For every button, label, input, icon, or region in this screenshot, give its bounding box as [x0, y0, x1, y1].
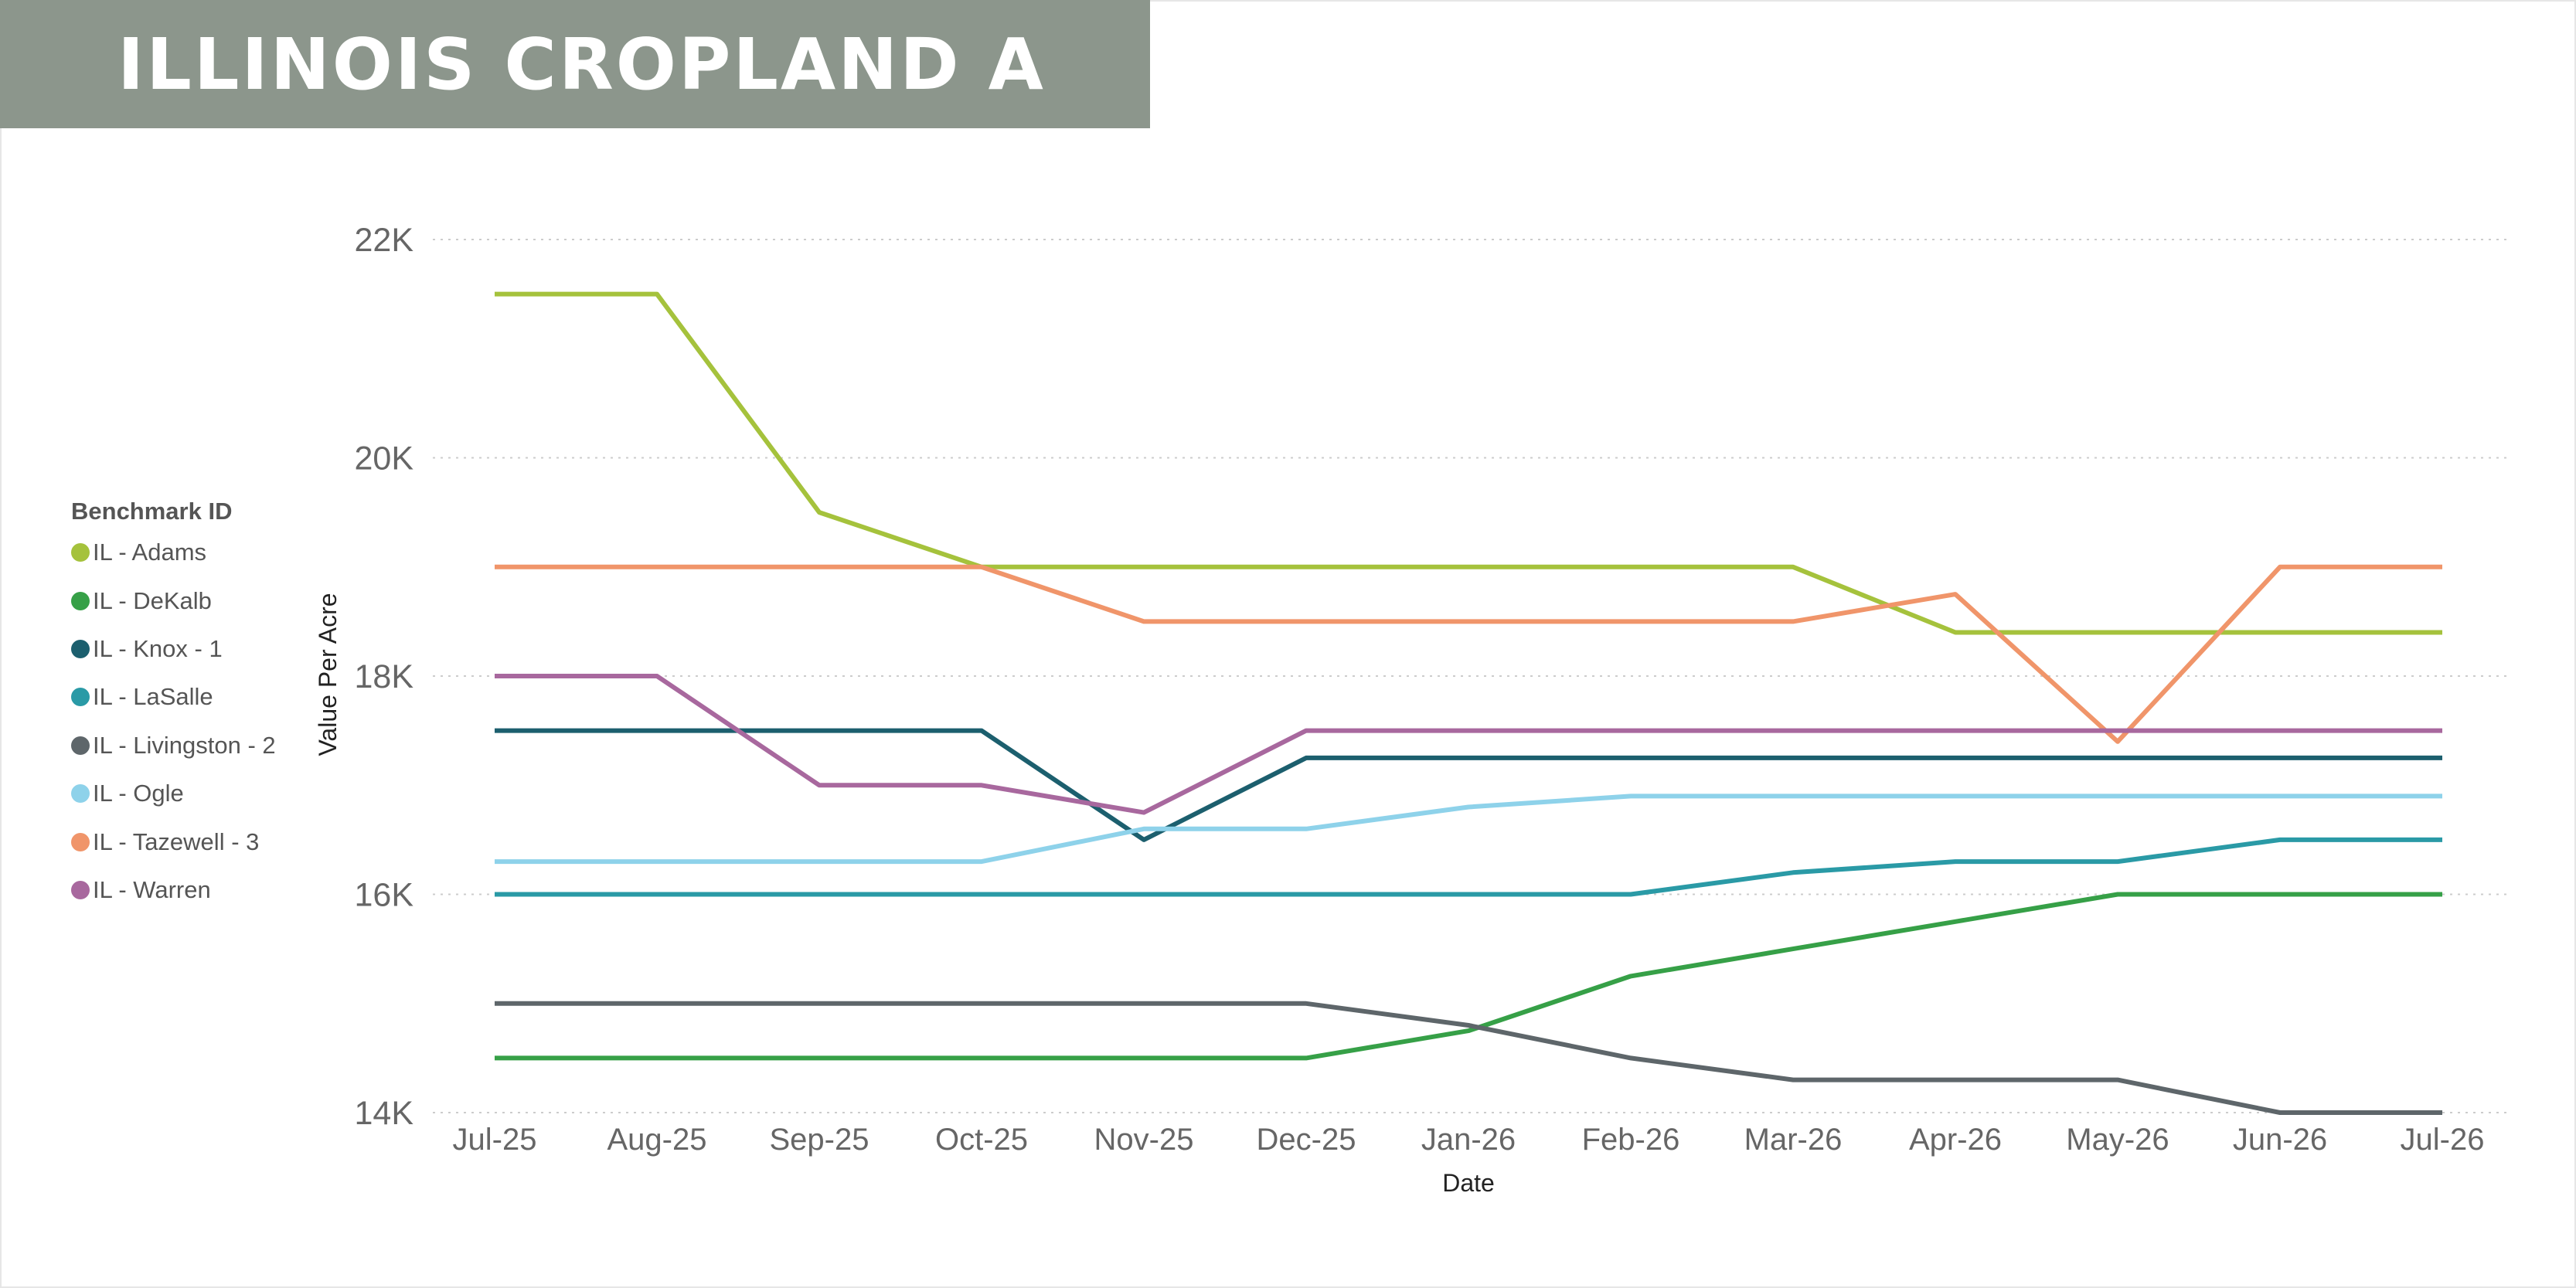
- legend-marker-icon: [71, 880, 90, 899]
- x-tick-label: Dec-25: [1257, 1123, 1356, 1157]
- x-tick-label: Oct-25: [935, 1123, 1028, 1157]
- x-axis-ticks: Jul-25 Aug-25 Sep-25 Oct-25 Nov-25 Dec-25 Jan-…: [453, 1123, 2485, 1157]
- chart-legend: Benchmark ID IL - Adams IL - DeKalb IL - K…: [71, 494, 276, 914]
- x-tick-label: Mar-26: [1744, 1123, 1843, 1157]
- series-line: [495, 674, 2442, 815]
- y-tick-label: 22K: [354, 222, 413, 259]
- x-tick-label: Feb-26: [1582, 1123, 1680, 1157]
- x-tick-label: May-26: [2066, 1123, 2169, 1157]
- legend-item[interactable]: IL - Knox - 1: [71, 625, 276, 673]
- legend-item[interactable]: IL - Warren: [71, 866, 276, 914]
- legend-marker-icon: [71, 639, 90, 658]
- title-banner: ILLINOIS CROPLAND A: [0, 0, 1150, 128]
- series-line: [495, 1001, 2442, 1115]
- x-tick-label: Jul-26: [2401, 1123, 2485, 1157]
- legend-marker-icon: [71, 832, 90, 851]
- x-axis-label: Date: [1442, 1169, 1495, 1197]
- legend-label: IL - LaSalle: [93, 683, 213, 711]
- series-line: [495, 892, 2442, 1061]
- legend-item[interactable]: IL - Tazewell - 3: [71, 817, 276, 865]
- series-lines: [495, 291, 2442, 1115]
- legend-label: IL - Tazewell - 3: [93, 828, 260, 855]
- legend-label: IL - Adams: [93, 539, 207, 566]
- series-line: [495, 564, 2442, 744]
- legend-item[interactable]: IL - DeKalb: [71, 576, 276, 624]
- series-line: [495, 291, 2442, 635]
- x-tick-label: Apr-26: [1909, 1123, 2002, 1157]
- x-tick-label: Aug-25: [607, 1123, 707, 1157]
- y-axis-label: Value Per Acre: [314, 593, 342, 756]
- legend-item[interactable]: IL - Ogle: [71, 770, 276, 817]
- y-tick-label: 14K: [354, 1095, 413, 1132]
- legend-item[interactable]: IL - Adams: [71, 528, 276, 576]
- x-tick-label: Sep-25: [770, 1123, 869, 1157]
- page-title: ILLINOIS CROPLAND A: [117, 23, 1046, 106]
- y-tick-label: 18K: [354, 658, 413, 695]
- chart-gridlines: [433, 239, 2508, 1113]
- series-line: [495, 728, 2442, 842]
- x-tick-label: Jul-25: [453, 1123, 537, 1157]
- y-axis-ticks: 14K 16K 18K 20K 22K: [354, 222, 413, 1132]
- legend-marker-icon: [71, 736, 90, 755]
- legend-label: IL - Livingston - 2: [93, 731, 276, 759]
- x-tick-label: Jan-26: [1421, 1123, 1516, 1157]
- legend-label: IL - Knox - 1: [93, 634, 223, 662]
- legend-items: IL - Adams IL - DeKalb IL - Knox - 1 IL - L…: [71, 528, 276, 914]
- legend-marker-icon: [71, 543, 90, 562]
- y-tick-label: 20K: [354, 440, 413, 477]
- series-line: [495, 794, 2442, 865]
- legend-label: IL - Warren: [93, 875, 211, 903]
- legend-item[interactable]: IL - Livingston - 2: [71, 722, 276, 770]
- y-tick-label: 16K: [354, 877, 413, 914]
- x-tick-label: Jun-26: [2233, 1123, 2327, 1157]
- legend-marker-icon: [71, 591, 90, 610]
- legend-label: IL - Ogle: [93, 780, 184, 807]
- legend-marker-icon: [71, 688, 90, 707]
- legend-marker-icon: [71, 784, 90, 804]
- series-line: [495, 837, 2442, 897]
- legend-item[interactable]: IL - LaSalle: [71, 673, 276, 721]
- legend-title: Benchmark ID: [71, 498, 233, 525]
- x-tick-label: Nov-25: [1094, 1123, 1194, 1157]
- legend-label: IL - DeKalb: [93, 586, 212, 614]
